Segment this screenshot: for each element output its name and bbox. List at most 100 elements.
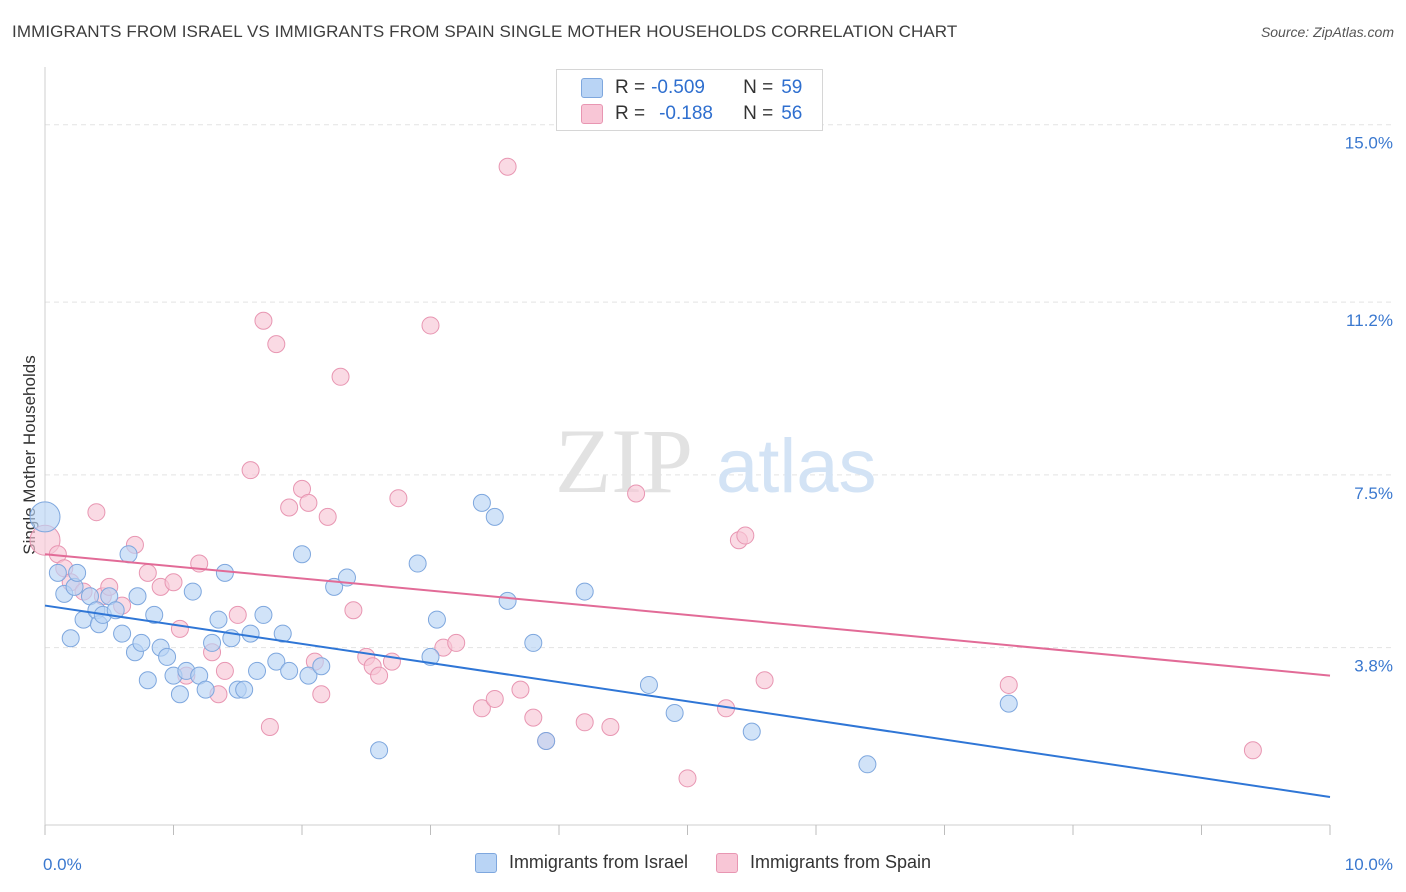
bottom-legend-swatch-spain bbox=[715, 852, 738, 873]
spain-point bbox=[228, 605, 247, 624]
spain-point bbox=[267, 335, 286, 354]
israel-point bbox=[524, 633, 543, 652]
watermark: ZIP atlas bbox=[555, 410, 877, 512]
spain-point bbox=[627, 484, 646, 503]
tick-labels: 3.8% 7.5% 11.2% 15.0% 0.0% 10.0% bbox=[43, 134, 1393, 874]
trend-lines bbox=[44, 553, 1331, 798]
bottom-legend-spain: Immigrants from Spain bbox=[715, 852, 932, 873]
x-tick-label-max: 10.0% bbox=[1345, 855, 1393, 874]
spain-point bbox=[138, 563, 157, 582]
legend-n-label: N = bbox=[743, 103, 774, 124]
x-tick-label-min: 0.0% bbox=[43, 855, 82, 874]
israel-point bbox=[215, 563, 234, 582]
spain-point bbox=[318, 507, 337, 526]
legend-r-label: R = bbox=[615, 77, 646, 98]
legend-r-label: R = bbox=[615, 103, 646, 124]
spain-point bbox=[472, 699, 491, 718]
israel-point bbox=[273, 624, 292, 643]
legend-n-value: 59 bbox=[781, 77, 803, 98]
israel-point bbox=[158, 647, 177, 666]
y-tick-label: 11.2% bbox=[1346, 311, 1393, 330]
israel-point bbox=[138, 671, 157, 690]
y-tick-label: 7.5% bbox=[1354, 484, 1393, 503]
gridlines bbox=[45, 124, 1395, 649]
israel-point bbox=[312, 657, 331, 676]
israel-point bbox=[196, 680, 215, 699]
spain-point bbox=[485, 689, 504, 708]
bottom-legend-swatch-israel bbox=[474, 852, 497, 873]
spain-point bbox=[755, 671, 774, 690]
bottom-legend-label-spain: Immigrants from Spain bbox=[749, 852, 932, 872]
spain-point bbox=[241, 461, 260, 480]
chart-title: IMMIGRANTS FROM ISRAEL VS IMMIGRANTS FRO… bbox=[12, 22, 958, 41]
source-label: Source: ZipAtlas.com bbox=[1260, 24, 1394, 40]
israel-point bbox=[537, 731, 556, 750]
spain-point bbox=[164, 573, 183, 592]
spain-point bbox=[312, 685, 331, 704]
y-tick-label: 15.0% bbox=[1345, 134, 1393, 153]
israel-point bbox=[472, 493, 491, 512]
israel-point bbox=[280, 661, 299, 680]
axes bbox=[44, 67, 1331, 835]
y-tick-label: 3.8% bbox=[1354, 657, 1393, 676]
israel-point bbox=[128, 587, 147, 606]
spain-trend-line bbox=[44, 553, 1331, 677]
israel-point bbox=[267, 652, 286, 671]
legend: R = -0.509 N = 59 R = -0.188 N = 56 bbox=[556, 69, 823, 131]
spain-point bbox=[254, 311, 273, 330]
israel-point bbox=[170, 685, 189, 704]
spain-point bbox=[331, 367, 350, 386]
series-israel bbox=[29, 493, 1018, 774]
israel-point bbox=[254, 605, 273, 624]
israel-point bbox=[29, 501, 61, 533]
israel-point bbox=[742, 722, 761, 741]
israel-point bbox=[68, 563, 87, 582]
legend-swatch-israel bbox=[581, 78, 603, 98]
israel-point bbox=[999, 694, 1018, 713]
israel-point bbox=[145, 605, 164, 624]
spain-point bbox=[999, 675, 1018, 694]
legend-r-value: -0.188 bbox=[659, 103, 713, 124]
legend-n-value: 56 bbox=[781, 103, 803, 124]
legend-swatch-spain bbox=[581, 104, 603, 124]
israel-point bbox=[427, 610, 446, 629]
spain-point bbox=[575, 713, 594, 732]
israel-point bbox=[183, 582, 202, 601]
israel-point bbox=[485, 507, 504, 526]
spain-point bbox=[736, 526, 755, 545]
spain-point bbox=[678, 769, 697, 788]
spain-point bbox=[447, 633, 466, 652]
israel-point bbox=[241, 624, 260, 643]
israel-point bbox=[235, 680, 254, 699]
israel-point bbox=[421, 647, 440, 666]
bottom-legend-label-israel: Immigrants from Israel bbox=[508, 852, 688, 872]
israel-trend-line bbox=[44, 604, 1331, 798]
israel-point bbox=[132, 633, 151, 652]
spain-point bbox=[524, 708, 543, 727]
israel-point bbox=[113, 624, 132, 643]
bottom-legend-israel: Immigrants from Israel bbox=[474, 852, 688, 873]
spain-point bbox=[280, 498, 299, 517]
israel-point bbox=[639, 675, 658, 694]
watermark-atlas: atlas bbox=[716, 424, 877, 509]
israel-point bbox=[61, 629, 80, 648]
spain-point bbox=[170, 619, 189, 638]
spain-point bbox=[511, 680, 530, 699]
legend-r-value: -0.509 bbox=[651, 77, 705, 98]
israel-point bbox=[299, 666, 318, 685]
bottom-legend: Immigrants from Israel Immigrants from S… bbox=[0, 852, 1406, 873]
israel-point bbox=[209, 610, 228, 629]
israel-point bbox=[370, 741, 389, 760]
spain-point bbox=[498, 157, 517, 176]
spain-point bbox=[260, 717, 279, 736]
israel-point bbox=[248, 661, 267, 680]
israel-point bbox=[408, 554, 427, 573]
spain-point bbox=[1243, 741, 1262, 760]
israel-point bbox=[203, 633, 222, 652]
israel-point bbox=[498, 591, 517, 610]
legend-n-label: N = bbox=[743, 77, 774, 98]
israel-point bbox=[48, 563, 67, 582]
israel-point bbox=[665, 703, 684, 722]
israel-point bbox=[858, 755, 877, 774]
